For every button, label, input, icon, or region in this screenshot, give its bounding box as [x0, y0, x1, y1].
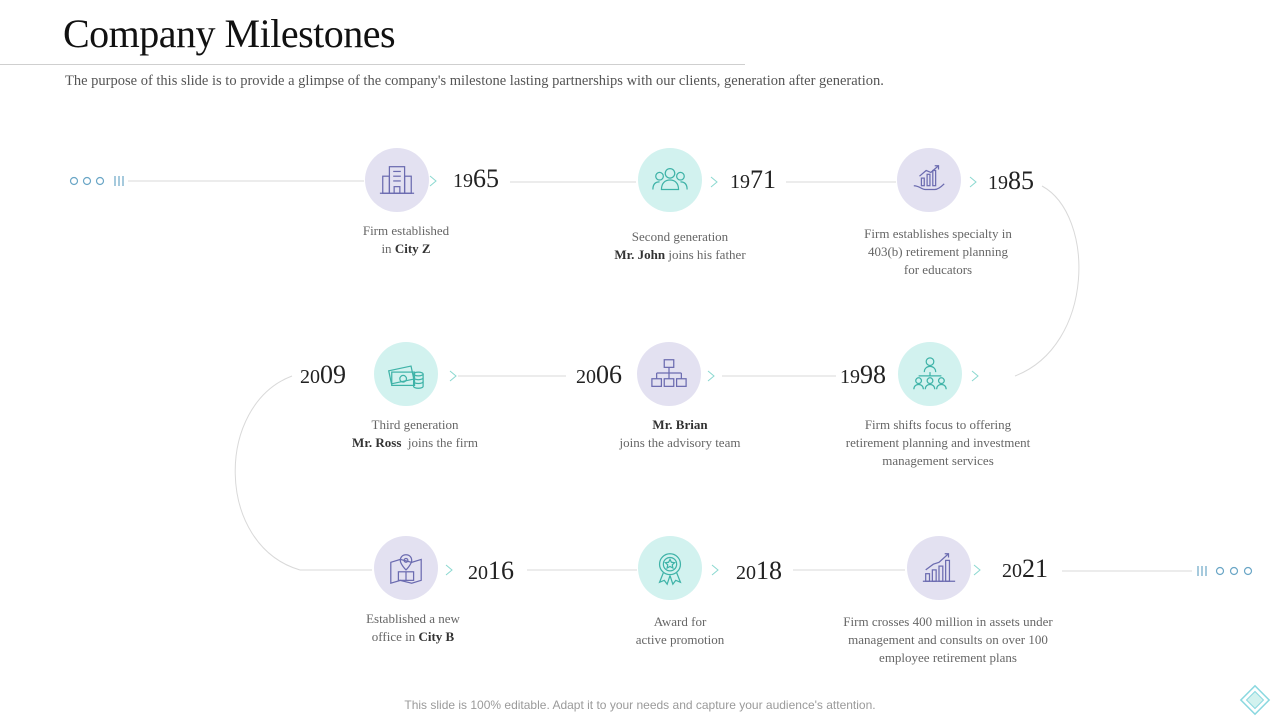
milestone-year: 1985: [988, 166, 1034, 195]
building-icon: [365, 148, 429, 212]
page-subtitle: The purpose of this slide is to provide …: [65, 73, 884, 89]
money-coins-icon: [374, 342, 438, 406]
milestone-year: 1965: [453, 164, 499, 193]
milestone-year: 2018: [736, 556, 782, 585]
milestone-year: 2009: [300, 360, 346, 389]
location-office-icon: [374, 536, 438, 600]
title-divider: [0, 64, 745, 65]
milestone-year: 1971: [730, 165, 776, 194]
milestone-year: 2016: [468, 556, 514, 585]
people-group-icon: [638, 148, 702, 212]
milestone-description: Firm established in City Z: [362, 223, 450, 256]
bar-growth-icon: [907, 536, 971, 600]
milestone-description: Second generation Mr. John joins his fat…: [614, 229, 746, 262]
award-badge-icon: [638, 536, 702, 600]
milestone-year: 2006: [576, 360, 622, 389]
milestone-description: Firm establishes specialty in 403(b) ret…: [864, 226, 1012, 277]
footer-note: This slide is 100% editable. Adapt it to…: [404, 698, 876, 712]
milestone-year: 1998: [840, 360, 886, 389]
org-chart-icon: [637, 342, 701, 406]
milestone-description: Firm shifts focus to offering retirement…: [845, 417, 1031, 468]
timeline-start-marker: [69, 176, 124, 186]
milestone-description: Award for active promotion: [635, 614, 725, 647]
milestone-description: Firm crosses 400 million in assets under…: [843, 614, 1053, 665]
team-network-icon: [898, 342, 962, 406]
diamond-logo-icon: [1239, 684, 1271, 716]
milestone-description: Established a new office in City B: [366, 611, 460, 644]
page-title: Company Milestones: [63, 11, 396, 56]
milestone-description: Mr. Brian joins the advisory team: [619, 417, 741, 450]
milestone-year: 2021: [1002, 554, 1048, 583]
growth-chart-hand-icon: [897, 148, 961, 212]
timeline-end-marker: [1197, 566, 1253, 576]
milestone-description: Third generation Mr. Ross joins the firm: [352, 417, 478, 450]
